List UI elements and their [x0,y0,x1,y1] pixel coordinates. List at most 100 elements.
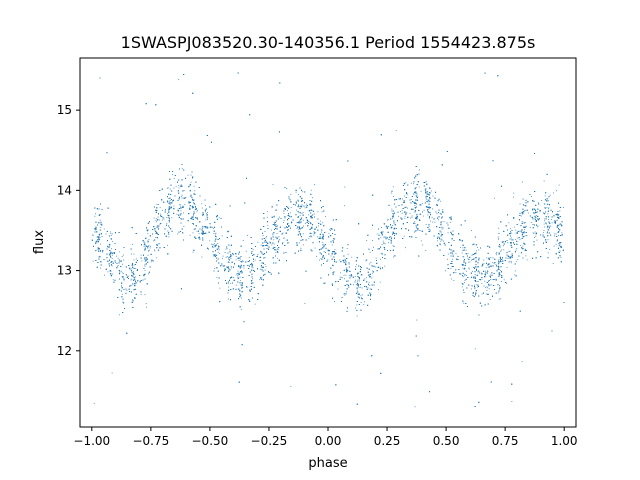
data-point [404,215,406,217]
data-point [425,196,427,198]
data-point [168,216,170,218]
data-point [169,205,171,207]
data-point [103,228,105,230]
data-point [261,276,263,278]
data-point [355,266,357,267]
data-point [481,283,483,284]
data-point [461,239,463,241]
data-point [256,256,258,257]
data-point [213,254,215,255]
data-point [476,283,478,285]
data-point [322,233,324,235]
data-point [242,240,244,241]
data-point [227,298,229,300]
data-point [313,213,315,215]
data-point [144,248,145,250]
data-point [274,215,275,217]
data-point [268,271,270,273]
data-point [375,266,377,268]
data-point [144,237,146,239]
data-point [144,260,146,262]
data-point [471,230,472,231]
data-point [360,286,362,288]
data-point [185,197,187,198]
data-point [468,261,470,263]
data-point [345,269,347,271]
data-point [314,247,316,249]
data-point [516,261,518,263]
data-point [193,229,195,230]
data-point [180,210,182,212]
data-point [131,278,133,280]
data-point [370,262,372,263]
data-point [155,257,157,259]
data-point [405,213,407,214]
data-point [271,244,273,246]
data-point [148,249,150,251]
data-point [515,270,517,272]
data-point [295,191,297,193]
data-point [524,222,526,223]
data-point [147,229,149,231]
data-point [133,253,135,255]
data-point [306,203,308,205]
data-point [420,190,422,192]
data-point [235,259,237,261]
data-point [262,235,264,236]
data-point [395,130,397,132]
data-point [486,286,488,288]
data-point [503,245,504,247]
data-point [323,251,325,252]
data-point [537,226,539,228]
data-point [301,217,303,219]
data-point [287,210,288,212]
data-point [329,229,331,231]
data-point [122,263,123,265]
data-point [548,208,549,210]
data-point [344,278,345,280]
data-point [157,226,159,228]
data-point [451,278,452,280]
data-point [558,251,559,253]
data-point [183,212,184,214]
data-point [499,285,500,286]
data-point [455,269,457,271]
data-point [428,231,430,232]
data-points [91,72,565,408]
data-point [358,272,360,274]
data-point [121,256,123,257]
data-point [494,197,495,199]
data-point [414,205,416,206]
data-point [240,271,242,273]
data-point [560,256,562,258]
data-point [111,265,113,267]
data-point [154,249,156,251]
data-point [478,249,480,251]
data-point [340,272,341,274]
data-point [301,213,303,215]
data-point [460,273,462,275]
data-point [264,231,266,232]
data-point [556,240,558,242]
data-point [190,174,192,176]
data-point [169,200,171,201]
data-point [440,221,441,223]
data-point [265,266,267,267]
data-point [485,276,487,278]
data-point [507,251,508,253]
data-point [322,242,324,243]
data-point [453,280,455,281]
data-point [506,283,508,284]
data-point [309,236,310,237]
data-point [535,217,537,219]
data-point [546,218,547,220]
data-point [471,259,472,261]
data-point [304,303,306,304]
data-point [153,240,155,242]
data-point [241,288,243,289]
data-point [332,265,334,267]
data-point [230,258,232,259]
data-point [449,221,451,223]
data-point [513,196,514,198]
